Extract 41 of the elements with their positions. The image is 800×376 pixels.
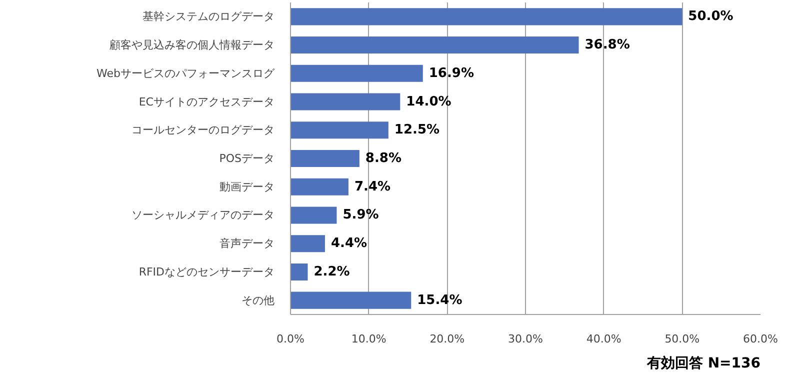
x-tick-label: 20.0% [430, 332, 465, 346]
bar [290, 36, 579, 54]
bar [290, 150, 360, 168]
data-label: 12.5% [394, 122, 440, 138]
x-tick-label: 0.0% [276, 332, 304, 346]
data-label: 4.4% [330, 236, 368, 252]
data-label: 36.8% [584, 38, 630, 53]
data-label: 16.9% [428, 66, 474, 81]
x-tick-label: 50.0% [664, 332, 700, 346]
y-tick-label: その他 [242, 294, 274, 307]
y-tick-label: POSデータ [219, 152, 275, 165]
bar [290, 292, 412, 309]
bar [290, 235, 325, 252]
bar [290, 64, 423, 82]
y-tick-label: RFIDなどのセンサーデータ [138, 265, 275, 278]
data-label: 50.0% [688, 9, 734, 24]
y-tick-label: 動画データ [220, 180, 274, 194]
y-tick-label: 顧客や見込み客の個人情報データ [110, 38, 274, 52]
bar [290, 206, 337, 224]
y-tick-label: 基幹システムのログデータ [142, 10, 274, 24]
bar [290, 178, 348, 196]
bar [290, 8, 682, 26]
data-label: 2.2% [314, 264, 350, 280]
y-tick-label: コールセンターのログデータ [132, 124, 274, 137]
x-tick-label: 40.0% [586, 332, 622, 346]
x-tick-label: 30.0% [508, 332, 543, 346]
data-label: 5.9% [342, 208, 379, 223]
y-tick-label: 音声データ [220, 237, 274, 250]
data-label: 15.4% [417, 292, 462, 308]
y-tick-label: Webサービスのパフォーマンスログ [96, 66, 276, 80]
data-label: 7.4% [354, 179, 391, 194]
text: 有効回答 N=136 [646, 356, 760, 372]
x-tick-label: 10.0% [351, 332, 386, 346]
data-label: 14.0% [406, 94, 452, 110]
y-tick-label: ソーシャルメディアのデータ [132, 208, 274, 222]
bar [290, 263, 308, 280]
bar [290, 122, 388, 139]
data-label: 8.8% [365, 151, 402, 166]
bar [290, 93, 400, 110]
x-tick-label: 60.0% [743, 332, 778, 346]
y-tick-label: ECサイトのアクセスデータ [138, 95, 275, 108]
